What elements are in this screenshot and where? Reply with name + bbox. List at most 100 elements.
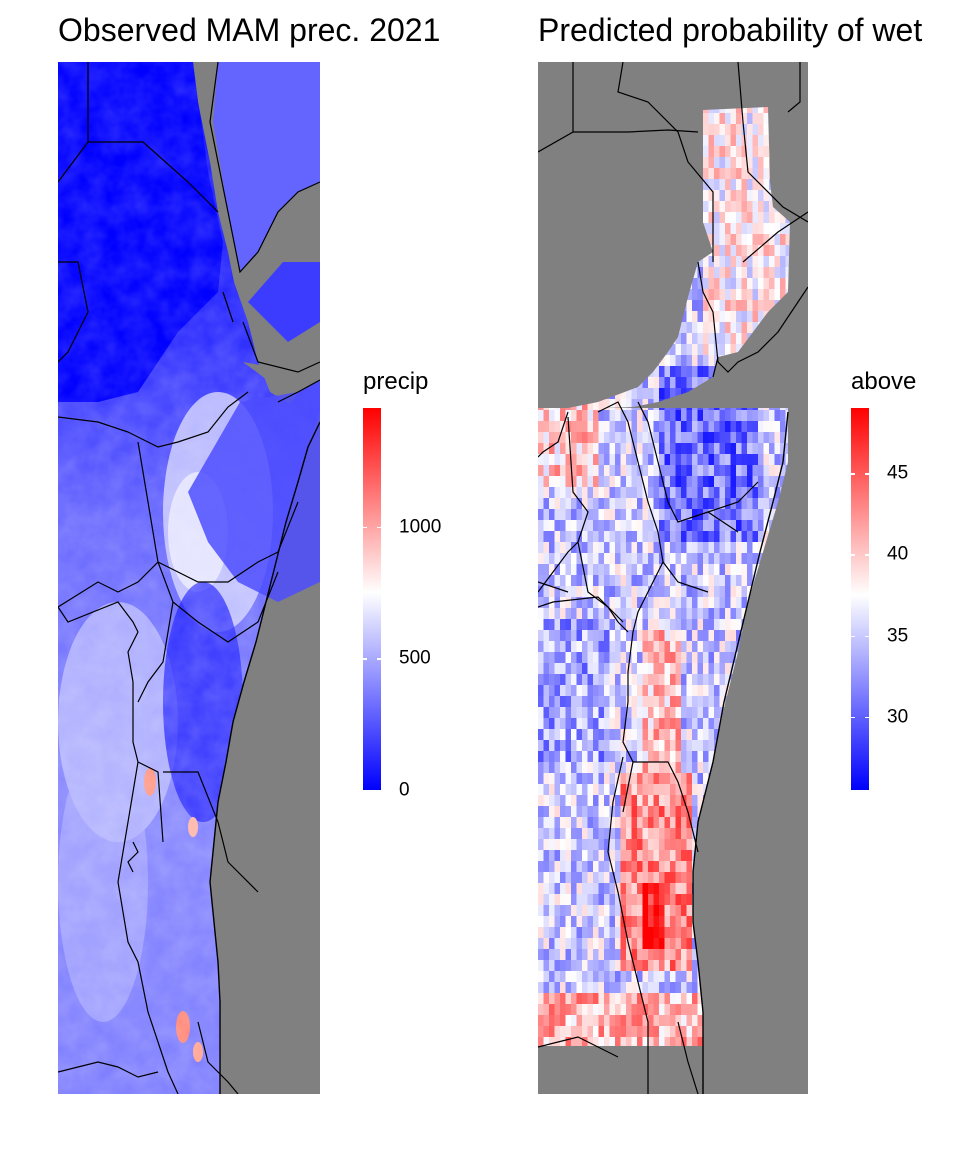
probability-cell xyxy=(554,443,561,455)
probability-cell xyxy=(708,652,715,664)
probability-cell xyxy=(593,421,599,433)
probability-cell xyxy=(714,1048,720,1059)
probability-cell xyxy=(725,267,731,279)
probability-cell xyxy=(593,773,599,785)
probability-cell xyxy=(741,542,748,554)
probability-cell xyxy=(692,564,698,576)
probability-cell xyxy=(576,399,583,411)
probability-cell xyxy=(797,905,803,916)
probability-cell xyxy=(642,531,649,543)
probability-cell xyxy=(571,212,577,224)
probability-cell xyxy=(725,322,731,334)
probability-cell xyxy=(692,520,698,532)
probability-cell xyxy=(538,1037,544,1046)
probability-cell xyxy=(785,113,790,125)
probability-cell xyxy=(719,575,726,587)
probability-cell xyxy=(780,146,786,158)
probability-cell xyxy=(692,1004,698,1016)
probability-cell xyxy=(797,949,803,960)
probability-cell xyxy=(582,146,588,158)
probability-cell xyxy=(543,993,550,1005)
probability-cell xyxy=(769,289,775,301)
probability-cell xyxy=(631,289,638,301)
probability-cell xyxy=(620,267,627,279)
probability-cell xyxy=(615,410,621,422)
probability-cell xyxy=(708,751,715,763)
probability-cell xyxy=(752,454,759,466)
probability-cell xyxy=(681,443,687,455)
probability-cell xyxy=(637,718,643,730)
probability-cell xyxy=(653,608,660,620)
probability-cell xyxy=(774,707,781,719)
probability-cell xyxy=(587,487,594,499)
probability-cell xyxy=(609,234,616,246)
probability-cell xyxy=(648,542,654,554)
probability-cell xyxy=(708,608,715,620)
probability-cell xyxy=(763,201,770,213)
probability-cell xyxy=(725,707,731,719)
probability-cell xyxy=(763,476,770,488)
probability-cell xyxy=(582,531,588,543)
probability-cell xyxy=(582,982,588,994)
probability-cell xyxy=(681,872,687,884)
probability-cell xyxy=(659,938,665,950)
probability-cell xyxy=(780,487,786,499)
probability-cell xyxy=(681,366,687,378)
probability-cell xyxy=(725,454,731,466)
probability-cell xyxy=(752,1015,759,1027)
probability-cell xyxy=(681,751,687,763)
probability-cell xyxy=(719,795,726,807)
probability-cell xyxy=(653,751,660,763)
probability-cell xyxy=(785,564,790,576)
probability-cell xyxy=(566,1048,572,1059)
probability-cell xyxy=(620,311,627,323)
probability-cell xyxy=(708,564,715,576)
probability-cell xyxy=(708,872,715,884)
probability-cell xyxy=(571,289,577,301)
probability-cell xyxy=(637,234,643,246)
probability-cell xyxy=(604,322,610,334)
probability-cell xyxy=(741,795,748,807)
probability-cell xyxy=(659,685,665,697)
probability-cell xyxy=(785,663,790,675)
probability-cell xyxy=(763,531,770,543)
probability-cell xyxy=(703,124,709,136)
probability-cell xyxy=(785,938,790,950)
probability-cell xyxy=(615,498,621,510)
probability-cell xyxy=(648,344,654,356)
probability-cell xyxy=(719,751,726,763)
probability-cell xyxy=(593,498,599,510)
probability-cell xyxy=(747,619,753,631)
probability-cell xyxy=(664,1015,671,1027)
probability-cell xyxy=(791,729,797,740)
probability-cell xyxy=(670,300,676,312)
probability-cell xyxy=(785,256,790,268)
probability-cell xyxy=(560,113,566,125)
probability-cell xyxy=(747,531,753,543)
probability-cell xyxy=(675,619,682,631)
probability-cell xyxy=(763,366,770,378)
probability-cell xyxy=(609,773,616,785)
probability-cell xyxy=(769,476,775,488)
probability-cell xyxy=(741,223,748,235)
probability-cell xyxy=(681,971,687,983)
probability-cell xyxy=(769,762,775,774)
probability-cell xyxy=(769,575,775,587)
probability-cell xyxy=(615,828,621,840)
probability-cell xyxy=(626,751,632,763)
probability-cell xyxy=(675,520,682,532)
probability-cell xyxy=(648,740,654,752)
probability-cell xyxy=(653,300,660,312)
probability-cell xyxy=(736,146,742,158)
probability-cell xyxy=(697,267,704,279)
probability-cell xyxy=(791,399,797,410)
probability-cell xyxy=(769,850,775,862)
probability-cell xyxy=(747,300,753,312)
probability-cell xyxy=(554,740,561,752)
probability-cell xyxy=(797,663,803,674)
probability-cell xyxy=(587,322,594,334)
probability-cell xyxy=(747,784,753,796)
probability-cell xyxy=(708,916,715,928)
probability-cell xyxy=(642,212,649,224)
probability-cell xyxy=(664,795,671,807)
